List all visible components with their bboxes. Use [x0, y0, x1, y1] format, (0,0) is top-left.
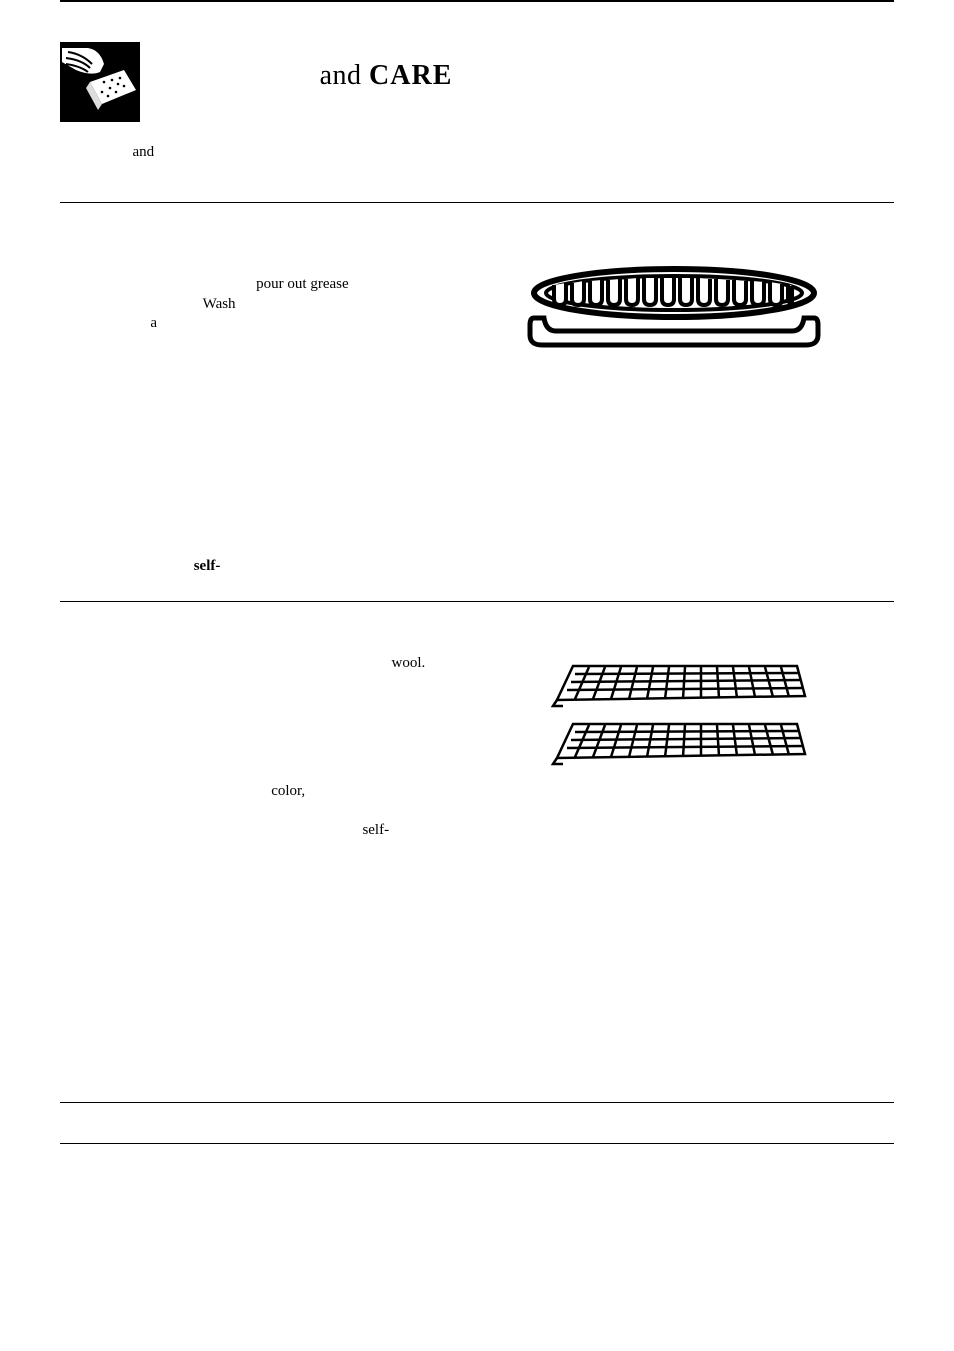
broiler-pan-icon: [524, 263, 824, 353]
section-oven-racks: Oven racks Clean the oven racks with an …: [60, 602, 894, 1102]
s1p1-pour: pour out grease: [256, 276, 348, 292]
section2-para2: Gray porcelain-coated oven racks, on som…: [60, 742, 450, 861]
s2p2-self: self-: [362, 822, 389, 838]
section2-heading: Oven racks: [60, 624, 139, 644]
header-description: Proper care and cleaning are important s…: [60, 142, 894, 183]
title-care: CARE: [369, 60, 452, 91]
section1-heading: Broiler Pan and Rack: [60, 225, 214, 245]
bottom-rule: [60, 1143, 894, 1144]
header: CLEANING and CARE of your range. Proper …: [0, 2, 954, 202]
cleaning-sponge-icon: [60, 42, 140, 122]
section1-para1: After broiling, remove the broiler pan f…: [60, 255, 440, 334]
page-title: CLEANING and CARE of your range.: [165, 60, 625, 92]
section1-para2: If food has burned on, sprinkle on the r…: [60, 408, 440, 467]
desc-prefix: Proper care: [60, 144, 129, 160]
s2p1-wool: wool.: [392, 655, 426, 671]
s2p1-t1: Clean the oven racks with an abrasive cl…: [60, 655, 392, 671]
s1p1-t4: soap-filled or plastic scouring pad.: [157, 315, 369, 331]
title-and: and: [312, 60, 369, 91]
s1p1-wash: Wash: [203, 296, 236, 312]
section2-para1: Clean the oven racks with an abrasive cl…: [60, 654, 450, 713]
page-number: 26: [60, 1112, 78, 1133]
s2p1-t2: After cleaning, rinse the racks with cle…: [60, 675, 433, 711]
desc-suffix: cleaning are important so your range wil…: [60, 144, 879, 180]
section-broiler-pan: Broiler Pan and Rack After broiling, rem…: [60, 203, 894, 601]
s1p3-self: self-: [194, 558, 221, 574]
oven-racks-icon: [549, 662, 809, 782]
footer: 26: [0, 1103, 954, 1223]
section1-para3: Both the broiler pan and rack can also b…: [60, 517, 450, 596]
section2-para4: To make the racks slide more easily, app…: [60, 996, 450, 1055]
section2-para3: NOTE: The oven racks may be cleaned in t…: [60, 856, 450, 935]
s2p2-color: color,: [271, 783, 305, 799]
title-leading: CLEANING: [165, 60, 312, 91]
title-trailing: of your range.: [452, 60, 624, 91]
page: CLEANING and CARE of your range. Proper …: [0, 0, 954, 1223]
desc-and: and: [129, 144, 158, 160]
